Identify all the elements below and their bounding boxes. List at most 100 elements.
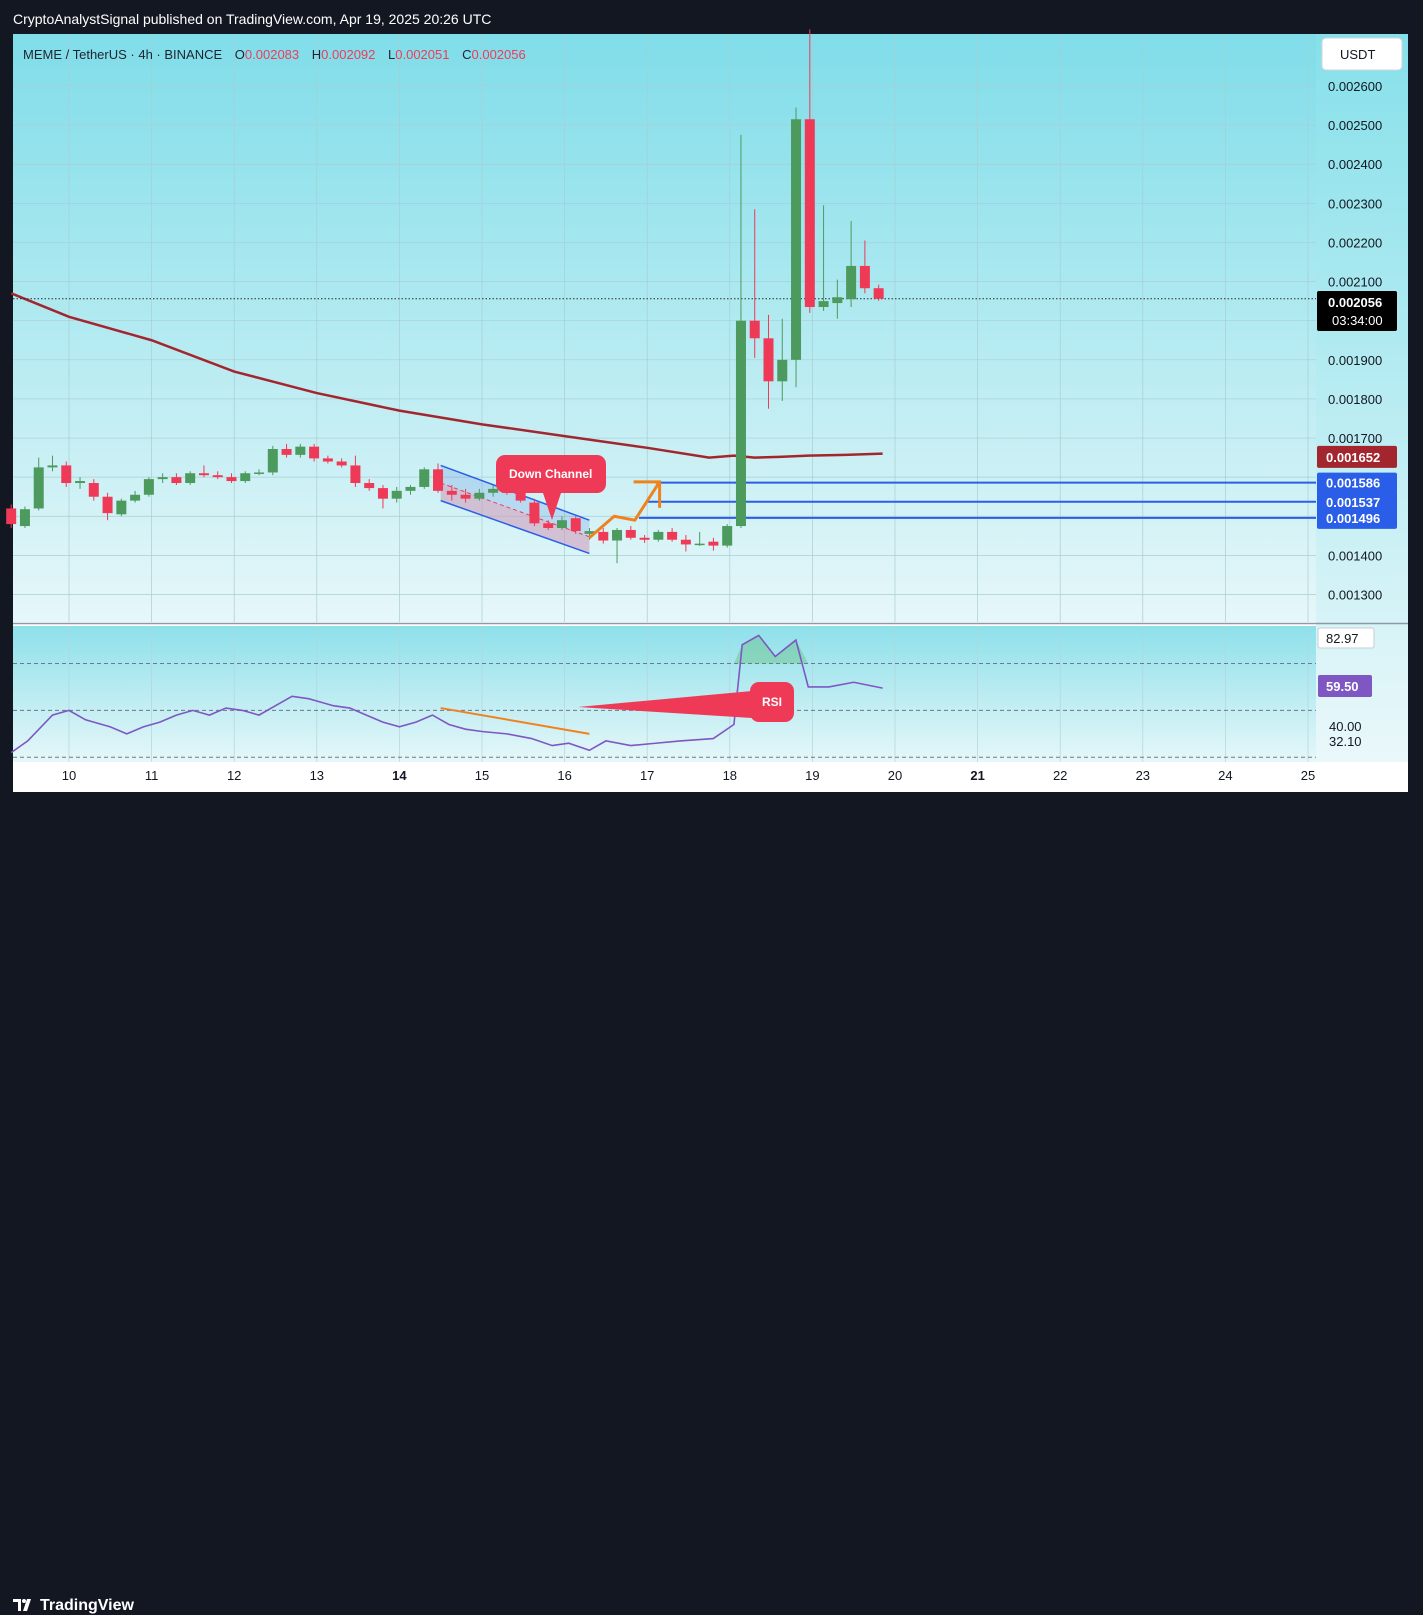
candle bbox=[350, 455, 361, 487]
time-tick-label: 25 bbox=[1301, 768, 1315, 783]
current-price-tag: 0.002056 03:34:00 bbox=[1317, 291, 1397, 331]
candle-body bbox=[556, 520, 567, 529]
legend-high-label: H bbox=[312, 47, 321, 62]
rsi-max-tag-box bbox=[1317, 627, 1375, 649]
legend-close-label: C bbox=[462, 47, 471, 62]
time-tick-label: 18 bbox=[723, 768, 737, 783]
candle-body bbox=[818, 301, 829, 308]
candle bbox=[6, 504, 17, 529]
time-tick-label: 20 bbox=[888, 768, 902, 783]
down-channel-label: Down Channel bbox=[509, 467, 592, 481]
publish-header: CryptoAnalystSignal published on Trading… bbox=[0, 0, 1423, 34]
candle-body bbox=[198, 473, 209, 476]
candle-body bbox=[157, 477, 168, 480]
candle bbox=[336, 458, 347, 468]
candle-body bbox=[515, 492, 526, 501]
legend-symbol: MEME / TetherUS · 4h · BINANCE bbox=[23, 47, 222, 62]
candle-body bbox=[639, 537, 650, 540]
time-tick-label: 11 bbox=[145, 768, 159, 783]
candle-body bbox=[667, 531, 678, 540]
candle-body bbox=[75, 481, 86, 484]
price-tick-label: 0.002200 bbox=[1328, 235, 1382, 250]
candle bbox=[735, 134, 746, 529]
candle-body bbox=[226, 477, 237, 482]
candle-body bbox=[33, 467, 44, 509]
price-tick-label: 0.001800 bbox=[1328, 392, 1382, 407]
candle-body bbox=[460, 494, 471, 499]
price-tick-label: 0.001300 bbox=[1328, 588, 1382, 603]
channel-lower-line bbox=[440, 499, 590, 555]
ma-tag-box bbox=[1317, 445, 1397, 468]
candle bbox=[777, 318, 788, 401]
candle bbox=[295, 443, 306, 458]
legend-high-value: 0.002092 bbox=[321, 47, 375, 62]
price-pane[interactable] bbox=[13, 34, 1316, 622]
candle bbox=[474, 488, 485, 501]
candle-body bbox=[364, 483, 375, 489]
time-tick-label: 23 bbox=[1136, 768, 1150, 783]
time-tick-labels: 10 11 12 13 14 15 16 17 18 19 20 21 22 23 24 25 bbox=[62, 768, 1315, 783]
tradingview-chart[interactable]: 0.002600 0.002500 0.002400 0.002300 0.002200… bbox=[0, 0, 1423, 836]
rsi-current-tag-box bbox=[1318, 675, 1372, 697]
candle-body bbox=[763, 338, 774, 382]
currency-button[interactable]: USDT bbox=[1321, 37, 1403, 71]
down-channel-lower-fill bbox=[440, 483, 590, 554]
candle bbox=[75, 477, 86, 489]
candle-body bbox=[281, 448, 292, 455]
time-tick-label: 12 bbox=[227, 768, 241, 783]
time-tick-label: 13 bbox=[310, 768, 324, 783]
rsi-callout[interactable]: RSI bbox=[578, 682, 794, 722]
candle bbox=[419, 467, 430, 489]
candle-body bbox=[832, 297, 843, 304]
candle-body bbox=[322, 458, 333, 462]
candle-body bbox=[19, 509, 30, 527]
candle bbox=[667, 528, 678, 542]
down-channel-callout[interactable]: Down Channel bbox=[496, 455, 606, 520]
candle bbox=[694, 531, 705, 546]
level-tag-box bbox=[1317, 472, 1397, 494]
candle-body bbox=[240, 473, 251, 482]
moving-average bbox=[10, 292, 1316, 459]
candle-body bbox=[570, 518, 581, 532]
candle-body bbox=[130, 494, 141, 501]
candle bbox=[488, 484, 499, 497]
candle-body bbox=[598, 531, 609, 541]
level-value-label: 0.001496 bbox=[1326, 511, 1380, 526]
candle-body bbox=[804, 119, 815, 308]
candle bbox=[185, 471, 196, 485]
candle bbox=[598, 528, 609, 544]
legend-open-value: 0.002083 bbox=[245, 47, 299, 62]
candle bbox=[116, 498, 127, 517]
candle bbox=[556, 516, 567, 530]
candle bbox=[240, 471, 251, 484]
candle bbox=[322, 455, 333, 464]
candle-body bbox=[749, 320, 760, 339]
rsi-tick-label: 32.10 bbox=[1329, 734, 1362, 749]
candle bbox=[543, 520, 554, 530]
candle-body bbox=[680, 539, 691, 545]
candle bbox=[281, 443, 292, 458]
candle-body bbox=[143, 479, 154, 495]
candle-body bbox=[433, 469, 444, 491]
candle bbox=[377, 484, 388, 509]
candle-body bbox=[377, 488, 388, 499]
channel-mid-line bbox=[440, 482, 590, 538]
rsi-pane[interactable] bbox=[13, 626, 1316, 762]
candle bbox=[653, 529, 664, 542]
legend-low-value: 0.002051 bbox=[395, 47, 449, 62]
publisher-text: CryptoAnalystSignal published on Trading… bbox=[13, 11, 492, 27]
candle bbox=[639, 535, 650, 543]
time-axis[interactable] bbox=[13, 762, 1316, 792]
legend-low-label: L bbox=[388, 47, 395, 62]
time-tick-label: 24 bbox=[1218, 768, 1232, 783]
candle bbox=[722, 524, 733, 548]
price-tick-label: 0.002100 bbox=[1328, 275, 1382, 290]
candle-body bbox=[846, 265, 857, 300]
candle-body bbox=[873, 288, 884, 299]
candle bbox=[88, 479, 99, 501]
candle bbox=[791, 107, 802, 388]
tradingview-brand: TradingView bbox=[40, 1597, 134, 1614]
candle bbox=[873, 284, 884, 301]
level-value-label: 0.001586 bbox=[1326, 476, 1380, 491]
